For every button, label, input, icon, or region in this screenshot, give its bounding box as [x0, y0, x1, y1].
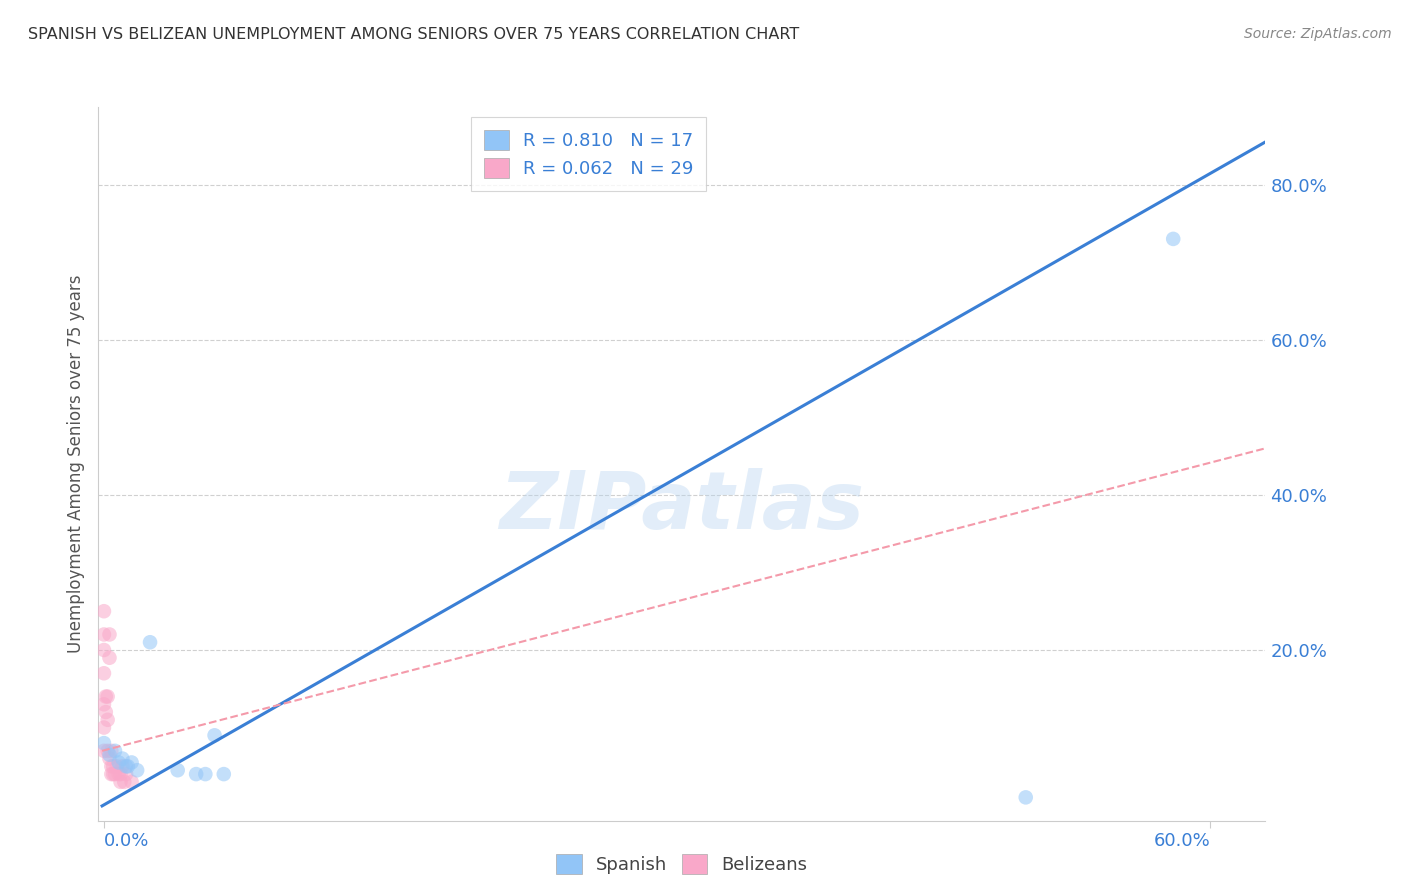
Text: ZIPatlas: ZIPatlas: [499, 467, 865, 546]
Point: [98, 751, 121, 765]
Point: [94, 705, 117, 719]
Point: [93, 627, 115, 641]
Point: [139, 635, 162, 649]
Point: [94, 690, 117, 704]
Point: [194, 767, 217, 781]
Text: Source: ZipAtlas.com: Source: ZipAtlas.com: [1244, 27, 1392, 41]
Point: [1015, 790, 1038, 805]
Point: [110, 775, 132, 789]
Point: [111, 751, 134, 765]
Y-axis label: Unemployment Among Seniors over 75 years: Unemployment Among Seniors over 75 years: [66, 275, 84, 653]
Point: [104, 744, 127, 758]
Point: [101, 759, 124, 773]
Point: [93, 721, 115, 735]
Point: [97, 713, 120, 727]
Point: [204, 728, 226, 742]
Point: [112, 775, 135, 789]
Point: [121, 756, 143, 770]
Point: [100, 767, 122, 781]
Point: [93, 604, 115, 618]
Point: [98, 747, 121, 762]
Point: [115, 759, 138, 773]
Point: [107, 756, 129, 770]
Text: SPANISH VS BELIZEAN UNEMPLOYMENT AMONG SENIORS OVER 75 YEARS CORRELATION CHART: SPANISH VS BELIZEAN UNEMPLOYMENT AMONG S…: [28, 27, 800, 42]
Point: [101, 767, 124, 781]
Point: [93, 666, 115, 681]
Point: [1161, 232, 1184, 246]
Point: [115, 767, 138, 781]
Point: [117, 759, 139, 773]
Point: [93, 698, 115, 712]
Legend: Spanish, Belizeans: Spanish, Belizeans: [547, 845, 817, 883]
Point: [100, 744, 122, 758]
Point: [97, 690, 120, 704]
Point: [111, 759, 134, 773]
Point: [104, 767, 127, 781]
Point: [105, 759, 128, 773]
Point: [98, 627, 121, 641]
Point: [127, 763, 149, 777]
Point: [110, 767, 132, 781]
Point: [166, 763, 188, 777]
Point: [98, 650, 121, 665]
Point: [93, 744, 115, 758]
Point: [93, 736, 115, 750]
Point: [212, 767, 235, 781]
Point: [107, 767, 129, 781]
Point: [93, 643, 115, 657]
Point: [100, 759, 122, 773]
Point: [121, 775, 143, 789]
Point: [97, 744, 120, 758]
Point: [184, 767, 207, 781]
